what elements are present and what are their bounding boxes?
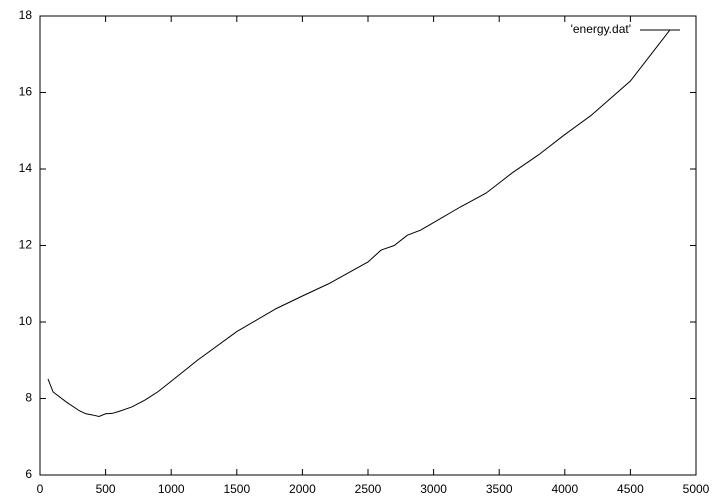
x-tick-label: 3500 bbox=[486, 482, 513, 496]
x-tick-label: 1500 bbox=[223, 482, 250, 496]
y-tick-label: 6 bbox=[25, 467, 32, 481]
x-tick-label: 5000 bbox=[683, 482, 710, 496]
y-tick-label: 14 bbox=[19, 161, 33, 175]
y-tick-label: 8 bbox=[25, 391, 32, 405]
x-tick-label: 4500 bbox=[617, 482, 644, 496]
y-tick-label: 16 bbox=[19, 85, 33, 99]
x-tick-label: 3000 bbox=[420, 482, 447, 496]
y-tick-label: 12 bbox=[19, 238, 33, 252]
y-tick-label: 10 bbox=[19, 314, 33, 328]
legend-label: 'energy.dat' bbox=[571, 22, 631, 36]
plot-frame bbox=[39, 15, 697, 476]
x-tick-label: 2000 bbox=[289, 482, 316, 496]
x-tick-label: 4000 bbox=[551, 482, 578, 496]
x-tick-label: 0 bbox=[37, 482, 44, 496]
x-tick-label: 500 bbox=[96, 482, 116, 496]
data-line bbox=[47, 29, 671, 418]
x-tick-label: 1000 bbox=[158, 482, 185, 496]
x-tick-label: 2500 bbox=[355, 482, 382, 496]
y-tick-label: 18 bbox=[19, 8, 33, 22]
